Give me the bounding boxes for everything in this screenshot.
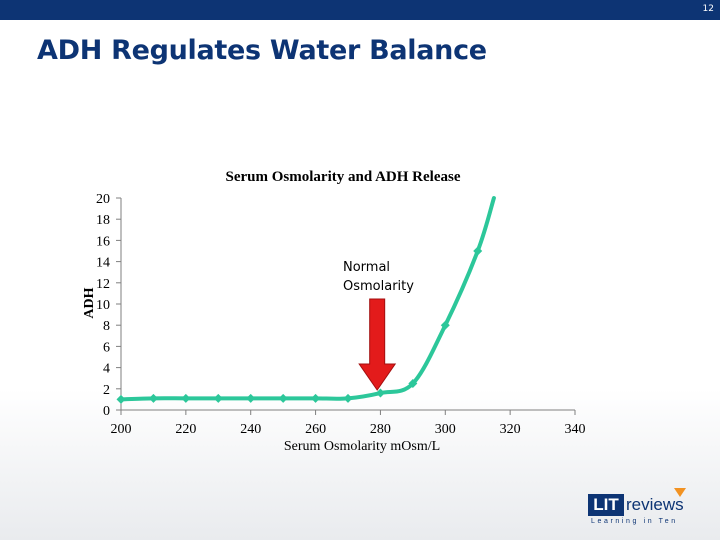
- logo-wordmark: reviews: [626, 495, 684, 514]
- data-point-marker: [246, 393, 256, 403]
- data-point-marker: [343, 393, 353, 403]
- y-tick-label: 6: [103, 340, 110, 355]
- data-point-marker: [181, 393, 191, 403]
- y-tick-label: 16: [96, 234, 110, 249]
- down-arrow-icon: [358, 298, 397, 391]
- x-tick-label: 280: [370, 422, 391, 437]
- y-tick-label: 14: [96, 256, 110, 271]
- y-tick-label: 8: [103, 319, 110, 334]
- x-tick-labels: 200 220 240 260 280 300 320 340: [111, 410, 586, 437]
- logo-tagline: Learning in Ten: [591, 518, 678, 525]
- data-point-marker: [148, 393, 158, 403]
- y-axis-label: ADH: [82, 287, 97, 318]
- chart-title: Serum Osmolarity and ADH Release: [226, 169, 461, 185]
- litreviews-logo: LIT reviews Learning in Ten: [588, 488, 688, 532]
- y-tick-label: 0: [103, 404, 110, 419]
- logo-triangle-icon: [674, 488, 686, 497]
- y-tick-label: 12: [96, 277, 110, 292]
- data-point-marker: [213, 393, 223, 403]
- x-axis-label: Serum Osmolarity mOsm/L: [284, 439, 440, 454]
- x-tick-label: 340: [565, 422, 586, 437]
- x-tick-label: 260: [305, 422, 326, 437]
- x-tick-label: 300: [435, 422, 456, 437]
- x-tick-label: 320: [500, 422, 521, 437]
- annotation-group: Normal Osmolarity: [343, 260, 414, 391]
- y-tick-labels: 0 2 4 6 8 10 12 14 16 18 20: [96, 192, 121, 419]
- series-line: [119, 196, 496, 402]
- x-tick-label: 240: [240, 422, 261, 437]
- data-point-marker: [473, 246, 483, 256]
- data-point-marker: [375, 388, 385, 398]
- annotation-label: Normal Osmolarity: [343, 260, 414, 294]
- slide-title: ADH Regulates Water Balance: [37, 35, 487, 66]
- data-point-marker: [311, 393, 321, 403]
- header-bar: 12: [0, 0, 720, 20]
- data-point-marker: [408, 379, 418, 388]
- slide-number: 12: [702, 4, 714, 14]
- y-tick-label: 2: [103, 383, 110, 398]
- logo-box: LIT: [588, 494, 624, 516]
- x-tick-label: 220: [175, 422, 196, 437]
- data-point-marker: [440, 320, 450, 330]
- y-tick-label: 4: [103, 362, 110, 377]
- series-group: [116, 196, 496, 404]
- y-tick-label: 10: [96, 298, 110, 313]
- x-tick-label: 200: [111, 422, 132, 437]
- data-point-marker: [278, 393, 288, 403]
- data-point-marker: [116, 394, 126, 404]
- y-tick-label: 20: [96, 192, 110, 207]
- y-tick-label: 18: [96, 213, 110, 228]
